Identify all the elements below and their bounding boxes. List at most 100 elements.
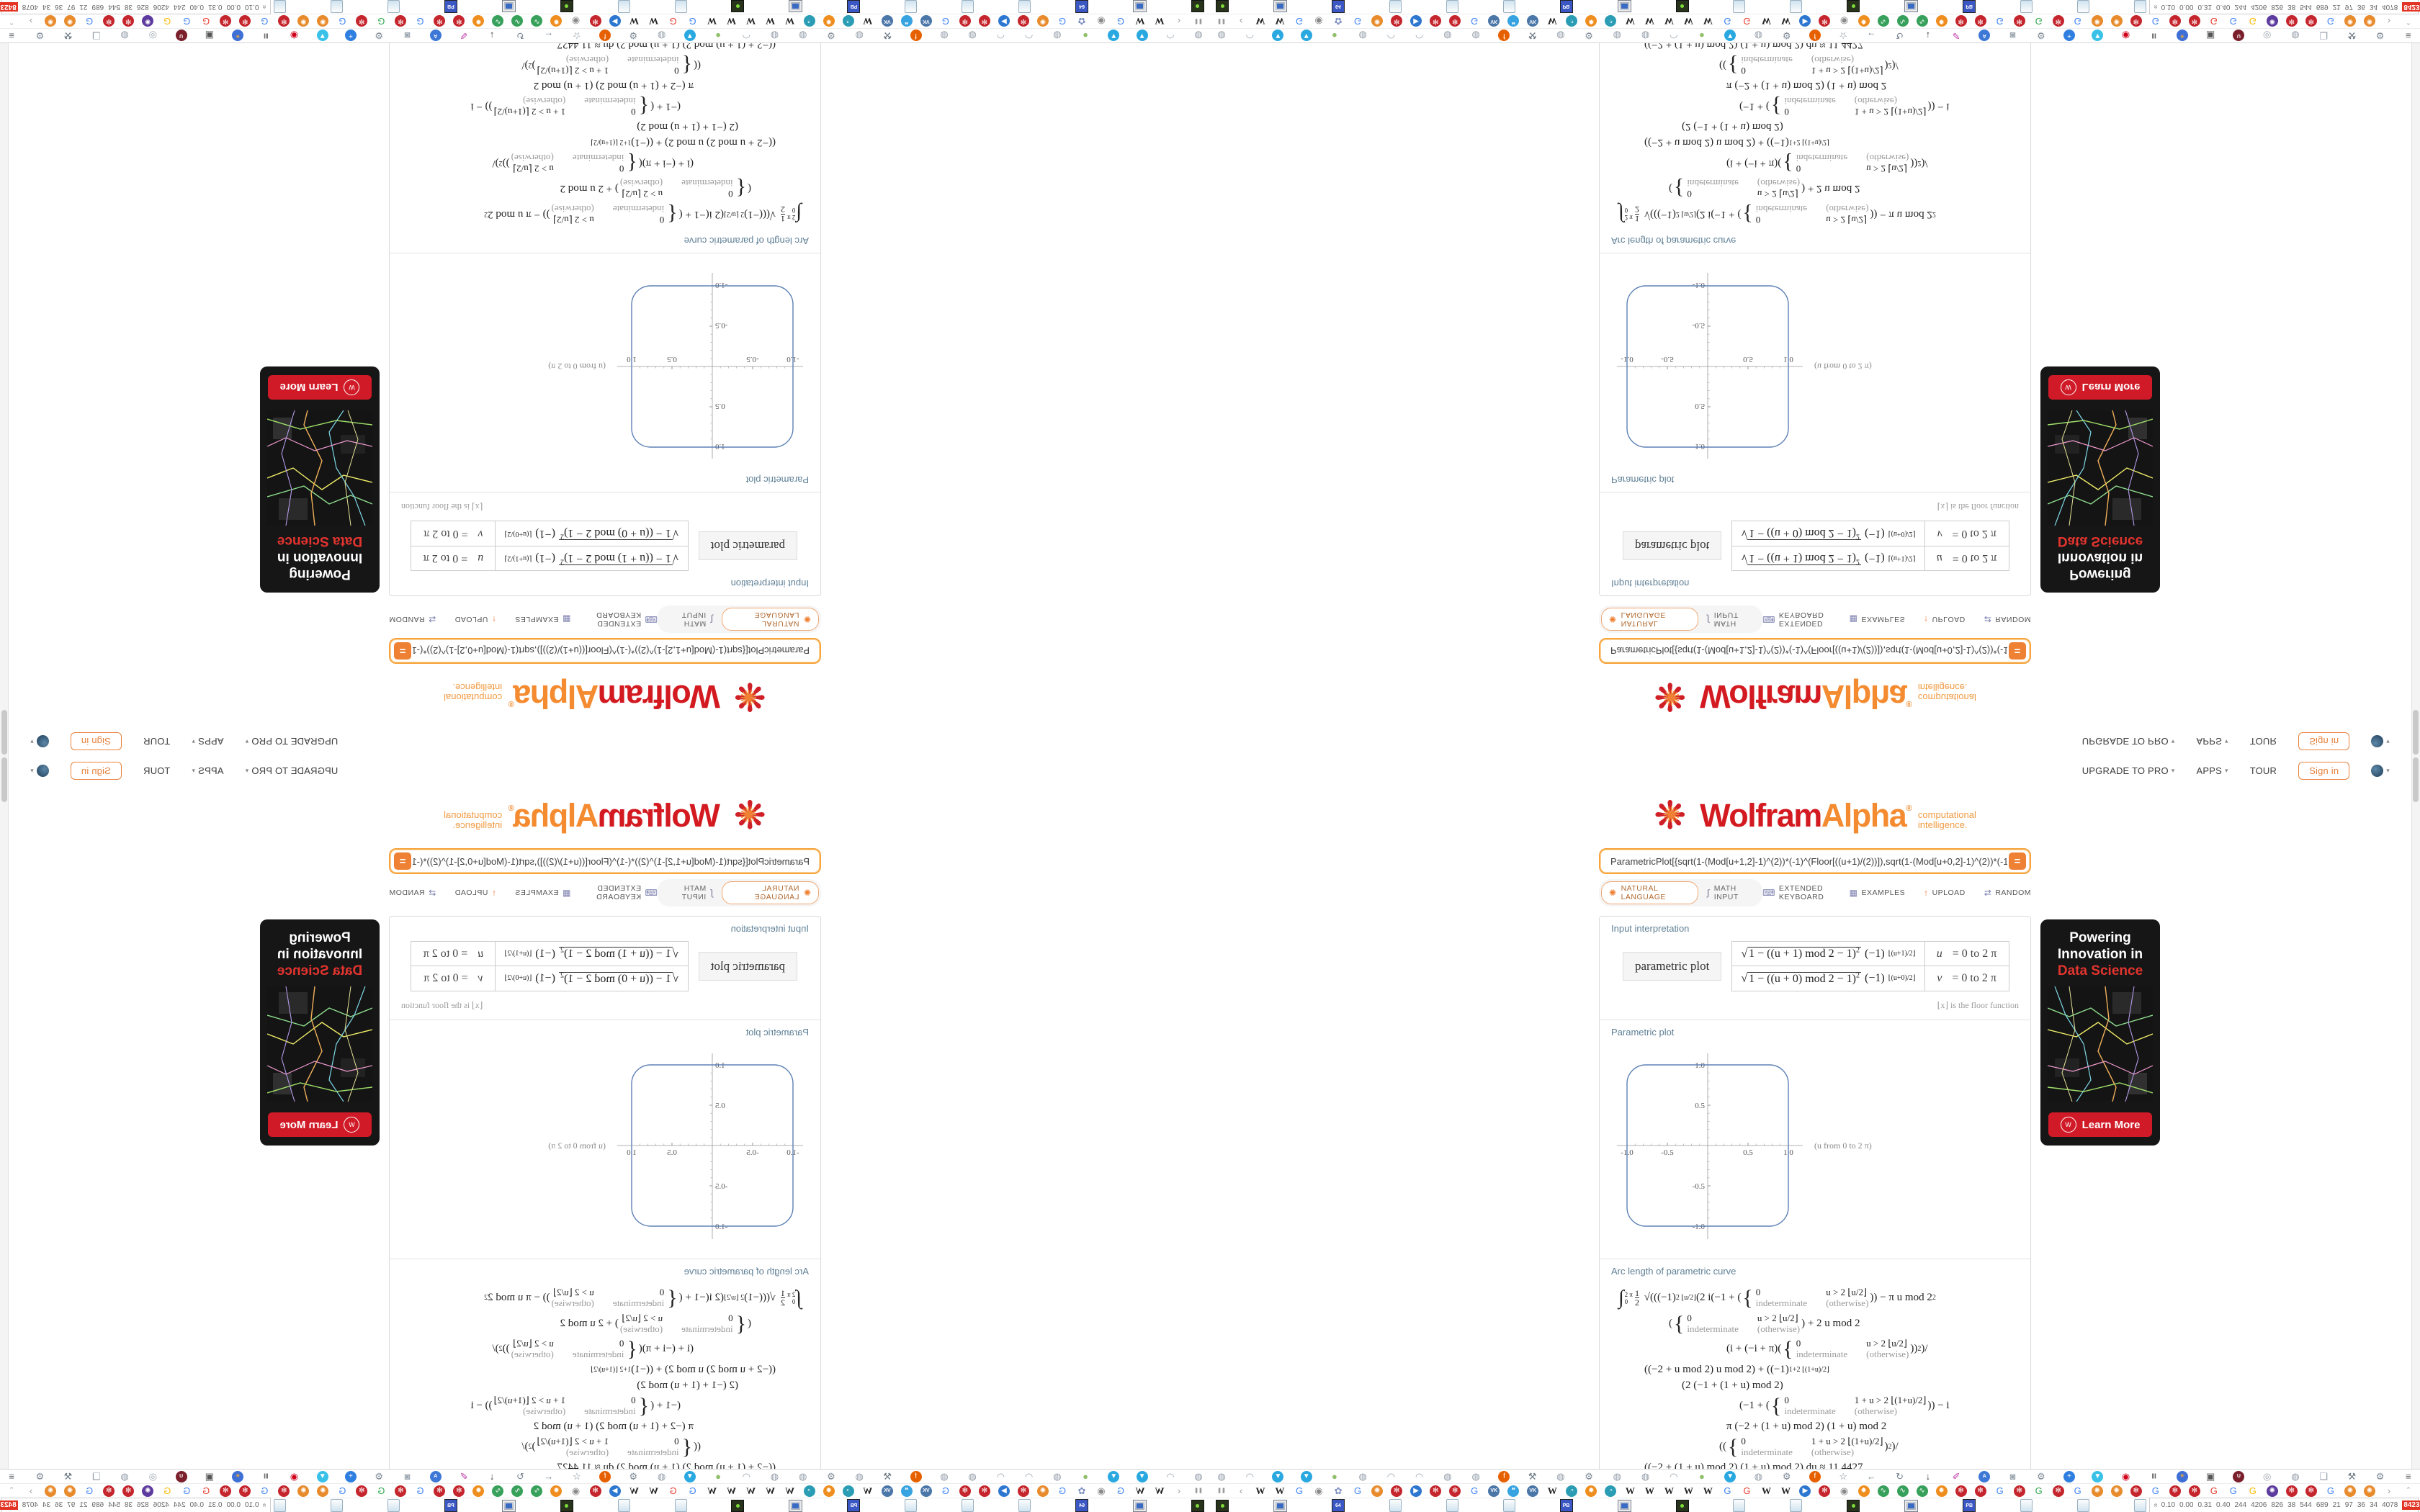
wolfram-tab[interactable]: ✻ — [2169, 1485, 2181, 1497]
scrollbar-thumb[interactable] — [1, 757, 7, 802]
mouse-icon[interactable]: ◙ — [404, 1471, 411, 1482]
wolfram-tab[interactable]: ✻ — [978, 15, 990, 27]
firefox-icon[interactable]: f — [910, 30, 922, 42]
wolfram-tab[interactable]: ✻ — [2305, 15, 2317, 27]
notepad-bookmark[interactable] — [2077, 1499, 2090, 1512]
pin-icon[interactable]: ▼ — [1108, 1470, 1120, 1482]
upload-button[interactable]: ↑ UPLOAD — [454, 888, 496, 898]
google-tab[interactable]: G — [2229, 16, 2237, 27]
pin-icon[interactable]: ▼ — [1108, 30, 1120, 42]
gauge-icon[interactable]: ◠ — [1024, 30, 1034, 41]
pin-icon[interactable]: ▼ — [684, 1470, 696, 1482]
globe-icon[interactable]: ◍ — [1053, 30, 1062, 41]
google-tab[interactable]: G — [339, 16, 346, 27]
wikipedia-tab[interactable]: W — [1703, 16, 1713, 27]
pause-tab-icon[interactable]: ❚❚ — [1217, 19, 1226, 24]
globe-tab[interactable]: ◔ — [1605, 15, 1617, 27]
google-tab[interactable]: G — [2074, 16, 2081, 27]
gear-icon[interactable]: ⚙ — [375, 1471, 384, 1482]
compass-icon[interactable]: ✴ — [2176, 1470, 2188, 1482]
floppy64-bookmark[interactable]: 64 — [1075, 1499, 1089, 1512]
wikipedia-tab[interactable]: W — [727, 1485, 737, 1496]
ring-icon[interactable]: ◎ — [2263, 1471, 2272, 1482]
globe-tab[interactable]: ◔ — [803, 15, 815, 27]
tab-collapse[interactable]: ˆ — [9, 1485, 14, 1496]
vk-tab[interactable]: VK — [881, 15, 893, 27]
star-icon[interactable]: ☆ — [573, 30, 581, 41]
wolfram-tab[interactable]: ✻ — [1017, 15, 1029, 27]
google-tab[interactable]: G — [689, 16, 696, 27]
examples-button[interactable]: ▦ EXAMPLES — [514, 614, 571, 624]
floppyPB-bookmark[interactable]: PB — [1559, 0, 1573, 13]
globe-tab[interactable]: ◔ — [1605, 1485, 1617, 1497]
google-tab[interactable]: G — [1724, 16, 1731, 27]
mandala-tab[interactable]: ✺ — [317, 1485, 329, 1497]
reload-icon[interactable]: ↻ — [1896, 1471, 1904, 1482]
globe-icon[interactable]: ◍ — [799, 30, 807, 41]
nav-tour[interactable]: TOUR — [143, 765, 171, 776]
globe-icon[interactable]: ◍ — [1217, 1471, 1226, 1482]
dot-icon[interactable]: ● — [1332, 1471, 1337, 1482]
wrench-icon[interactable]: ⚒ — [1528, 30, 1537, 41]
translate-icon[interactable]: A — [429, 1470, 442, 1482]
page-icon[interactable]: ❏ — [2319, 1471, 2328, 1482]
tab-scroll-right[interactable]: › — [29, 16, 33, 27]
wikipedia-tab[interactable]: W — [1644, 1485, 1654, 1496]
wolframalpha-logo[interactable]: ❋ ✺ WolframAlpha® computational intelligen… — [1599, 675, 2031, 723]
wolfram-tab[interactable]: ✻ — [122, 15, 135, 27]
nav-apps[interactable]: APPS ▾ — [192, 765, 224, 776]
wolfram-tab[interactable]: ✻ — [395, 15, 407, 27]
google-tab[interactable]: G — [2210, 16, 2218, 27]
wrench-icon[interactable]: ⚒ — [2347, 1471, 2357, 1482]
globe-tab[interactable]: ◔ — [842, 15, 854, 27]
wikipedia-tab[interactable]: W — [649, 1485, 659, 1496]
menu-icon[interactable]: ≡ — [2406, 30, 2411, 41]
ring-tab[interactable]: ◉ — [571, 1485, 581, 1496]
tab-collapse[interactable]: ˆ — [9, 16, 14, 27]
wikipedia-tab[interactable]: W — [1255, 1485, 1265, 1496]
nav-upgrade-to-pro[interactable]: UPGRADE TO PRO ▾ — [245, 765, 339, 776]
mandala-tab[interactable]: ✺ — [297, 1485, 310, 1497]
globe-icon[interactable]: ◍ — [1194, 30, 1203, 41]
waves-tab[interactable]: ∿ — [492, 1485, 504, 1497]
wolfram-tab[interactable]: ✻ — [2052, 1485, 2064, 1497]
firefox-icon[interactable]: f — [1498, 30, 1510, 42]
wolframalpha-logo[interactable]: ❋ ✺ WolframAlpha® computational intelligen… — [389, 789, 821, 837]
globe-icon[interactable]: ◍ — [120, 1471, 129, 1482]
mandala-tab[interactable]: ✺ — [64, 15, 76, 27]
google-tab[interactable]: G — [163, 1485, 171, 1496]
globe-icon[interactable]: ◍ — [1556, 30, 1565, 41]
tab-scroll-right[interactable]: › — [29, 1485, 33, 1496]
gear-icon[interactable]: ⚙ — [2036, 1471, 2045, 1482]
wolfram-tab[interactable]: ✻ — [2285, 1485, 2298, 1497]
wolfram-tab[interactable]: ✻ — [1974, 1485, 1986, 1497]
notepad-bookmark[interactable] — [1733, 1499, 1746, 1512]
star-icon[interactable]: ☆ — [573, 1471, 581, 1482]
compute-button[interactable]: = — [2009, 852, 2026, 870]
rays-tab[interactable]: ✺ — [142, 15, 154, 27]
globe-icon[interactable]: ◍ — [1613, 1471, 1621, 1482]
globe-icon[interactable]: ◍ — [120, 30, 129, 41]
google-tab[interactable]: G — [261, 16, 269, 27]
download-icon[interactable]: ↓ — [1925, 30, 1931, 41]
wikipedia-tab[interactable]: W — [1547, 16, 1557, 27]
firefox-icon[interactable]: f — [1809, 30, 1821, 42]
barcode-icon[interactable]: ||| — [264, 1474, 269, 1479]
wikipedia-tab[interactable]: W — [746, 1485, 756, 1496]
gauge-icon[interactable]: ◠ — [1386, 1471, 1396, 1482]
compass-icon[interactable]: ✴ — [232, 30, 244, 42]
wikipedia-tab[interactable]: W — [1703, 1485, 1713, 1496]
notepad-bookmark[interactable] — [2134, 1499, 2146, 1512]
play-tab[interactable]: ▶ — [998, 1485, 1010, 1497]
language-selector[interactable]: ▾ — [2371, 765, 2390, 777]
plus-icon[interactable]: + — [2063, 30, 2076, 42]
gauge-icon[interactable]: ◠ — [1245, 30, 1254, 41]
flower-tab[interactable]: ✿ — [1334, 1485, 1343, 1496]
wolfram-tab[interactable]: ✻ — [1974, 15, 1986, 27]
wolfram-tab[interactable]: ✻ — [2188, 1485, 2200, 1497]
compute-button[interactable]: = — [2009, 642, 2026, 660]
shield-down-icon[interactable]: ▼ — [316, 30, 328, 42]
wolfram-tab[interactable]: ✻ — [978, 1485, 990, 1497]
globe-icon[interactable]: ◍ — [1358, 1471, 1367, 1482]
mandala-tab[interactable]: ✺ — [2363, 15, 2375, 27]
